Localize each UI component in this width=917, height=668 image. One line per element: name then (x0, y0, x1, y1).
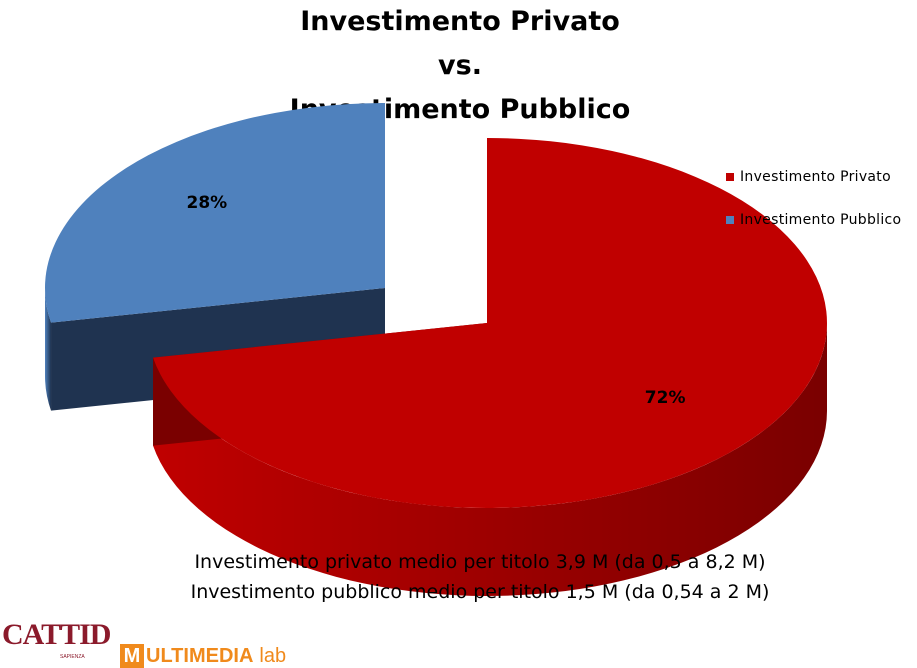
legend-item-privato: Investimento Privato (726, 166, 901, 188)
multimedia-logo-m: M (120, 644, 144, 668)
title-line-2: vs. (438, 50, 482, 81)
slice-top (44, 103, 385, 323)
legend-item-pubblico: Investimento Pubblico (726, 209, 901, 231)
data-label-privato: 72% (645, 388, 686, 408)
slice-rim (45, 288, 52, 411)
legend-swatch-privato (726, 173, 734, 181)
legend-label-pubblico: Investimento Pubblico (740, 212, 902, 228)
multimedia-logo-lab: lab (259, 644, 287, 667)
notes: Investimento privato medio per titolo 3,… (100, 547, 860, 607)
legend-swatch-pubblico (726, 216, 734, 224)
note-public: Investimento pubblico medio per titolo 1… (190, 581, 770, 603)
cattid-logo-sub: SAPIENZA (60, 654, 85, 660)
multimedia-lab-logo: M ULTIMEDIA lab (120, 644, 286, 668)
multimedia-logo-text: ULTIMEDIA (146, 644, 254, 667)
logos: CATTID SAPIENZA M ULTIMEDIA lab (0, 612, 420, 668)
cattid-logo: CATTID (2, 618, 111, 651)
data-label-pubblico: 28% (187, 193, 228, 213)
legend: Investimento Privato Investimento Pubbli… (726, 166, 901, 252)
slice-top (153, 138, 828, 508)
legend-label-privato: Investimento Privato (740, 169, 891, 185)
title-line-1: Investimento Privato (300, 6, 620, 37)
note-private: Investimento privato medio per titolo 3,… (194, 551, 766, 573)
pie-slice-privato: 72% (153, 138, 828, 597)
slice-rim (153, 323, 827, 597)
